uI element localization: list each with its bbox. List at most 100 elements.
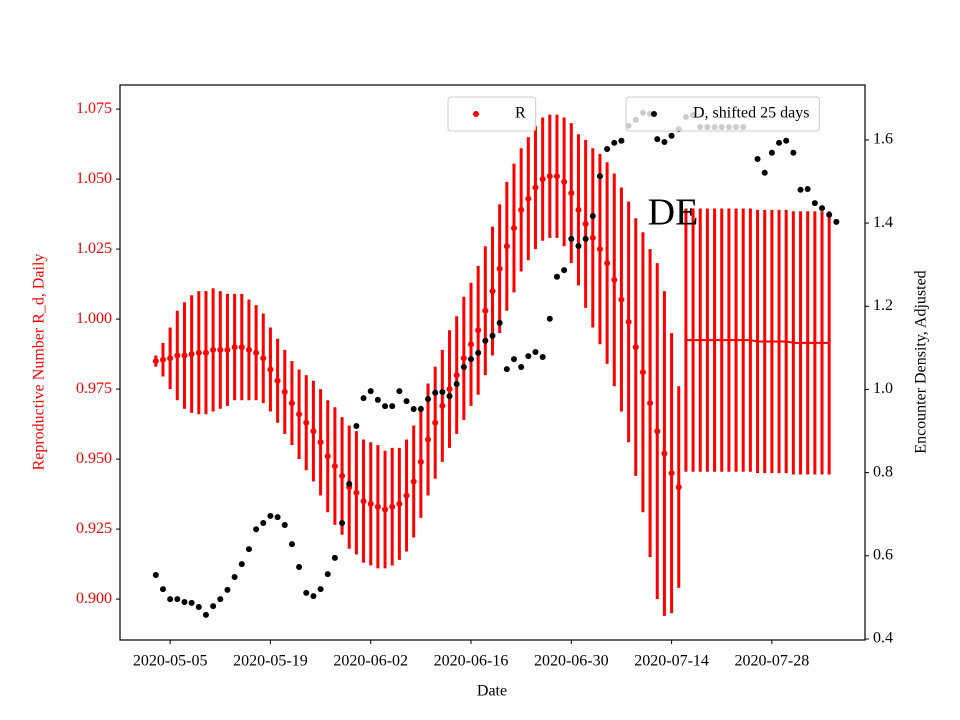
point bbox=[174, 596, 181, 603]
point bbox=[503, 366, 510, 373]
point bbox=[210, 346, 217, 353]
point bbox=[776, 139, 783, 146]
legend-label: R bbox=[515, 105, 526, 122]
point bbox=[296, 564, 303, 571]
legend-box bbox=[625, 96, 820, 132]
point bbox=[382, 506, 389, 513]
point bbox=[374, 503, 381, 510]
point bbox=[303, 419, 310, 426]
point bbox=[281, 522, 288, 529]
point bbox=[525, 195, 532, 202]
point bbox=[267, 512, 274, 519]
x-tick-label: 2020-06-16 bbox=[434, 653, 509, 670]
y-tick-label: 1.025 bbox=[76, 240, 112, 257]
legend-marker bbox=[473, 111, 479, 117]
point bbox=[582, 220, 589, 227]
point bbox=[668, 132, 675, 139]
point bbox=[468, 356, 475, 363]
point bbox=[281, 388, 288, 395]
point bbox=[374, 396, 381, 403]
point bbox=[754, 156, 761, 163]
point bbox=[181, 352, 188, 359]
point bbox=[367, 388, 374, 395]
point bbox=[217, 346, 224, 353]
point bbox=[475, 327, 482, 334]
point bbox=[217, 596, 224, 603]
point bbox=[224, 586, 231, 593]
point bbox=[589, 213, 596, 220]
point bbox=[482, 337, 489, 344]
point bbox=[310, 593, 317, 600]
center-line bbox=[685, 339, 830, 344]
point bbox=[396, 500, 403, 507]
point bbox=[253, 349, 260, 356]
point bbox=[561, 267, 568, 274]
point bbox=[575, 206, 582, 213]
point bbox=[475, 349, 482, 356]
point bbox=[317, 439, 324, 446]
x-tick-label: 2020-05-05 bbox=[133, 653, 208, 670]
point bbox=[797, 186, 804, 193]
y-axis-label: Reproductive Number R_d, Daily bbox=[31, 254, 48, 471]
point bbox=[167, 355, 174, 362]
point bbox=[604, 146, 611, 153]
point bbox=[238, 344, 245, 351]
point bbox=[331, 554, 338, 561]
point bbox=[245, 346, 252, 353]
point bbox=[460, 363, 467, 370]
point bbox=[245, 546, 252, 553]
point bbox=[432, 389, 439, 396]
point bbox=[575, 242, 582, 249]
point bbox=[195, 349, 202, 356]
y-tick-label: 1.050 bbox=[76, 170, 112, 187]
y-tick-label: 0.900 bbox=[76, 590, 112, 607]
point bbox=[632, 344, 639, 351]
point bbox=[453, 372, 460, 379]
point bbox=[618, 296, 625, 303]
point bbox=[532, 184, 539, 191]
x-tick-label: 2020-06-30 bbox=[534, 653, 609, 670]
point bbox=[496, 319, 503, 326]
point bbox=[274, 514, 281, 521]
y-tick-label: 0.950 bbox=[76, 450, 112, 467]
point bbox=[819, 205, 826, 212]
y2-axis-label: Encounter Density, Adjusted bbox=[913, 270, 930, 453]
y2-tick-label: 1.2 bbox=[873, 297, 893, 314]
y2-tick-label: 1.0 bbox=[873, 380, 893, 397]
legend-box bbox=[447, 96, 537, 132]
point bbox=[288, 541, 295, 548]
point bbox=[174, 352, 181, 359]
point bbox=[195, 603, 202, 610]
point bbox=[611, 139, 618, 146]
point bbox=[661, 138, 668, 145]
plot-frame bbox=[119, 84, 866, 641]
point bbox=[568, 235, 575, 242]
point bbox=[317, 586, 324, 593]
point bbox=[468, 341, 475, 348]
point bbox=[553, 173, 560, 180]
point bbox=[360, 395, 367, 402]
point bbox=[432, 419, 439, 426]
point bbox=[518, 206, 525, 213]
point bbox=[510, 356, 517, 363]
point bbox=[152, 358, 159, 365]
point bbox=[324, 453, 331, 460]
point bbox=[167, 596, 174, 603]
point bbox=[410, 478, 417, 485]
point bbox=[188, 351, 195, 358]
point bbox=[396, 388, 403, 395]
point bbox=[425, 436, 432, 443]
point bbox=[639, 369, 646, 376]
point bbox=[654, 428, 661, 435]
point bbox=[833, 218, 840, 225]
point bbox=[453, 381, 460, 388]
y-tick-label: 0.925 bbox=[76, 520, 112, 537]
point bbox=[296, 411, 303, 418]
point bbox=[489, 332, 496, 339]
point bbox=[460, 355, 467, 362]
point bbox=[159, 586, 166, 593]
point bbox=[353, 489, 360, 496]
point bbox=[403, 398, 410, 405]
point bbox=[224, 346, 231, 353]
